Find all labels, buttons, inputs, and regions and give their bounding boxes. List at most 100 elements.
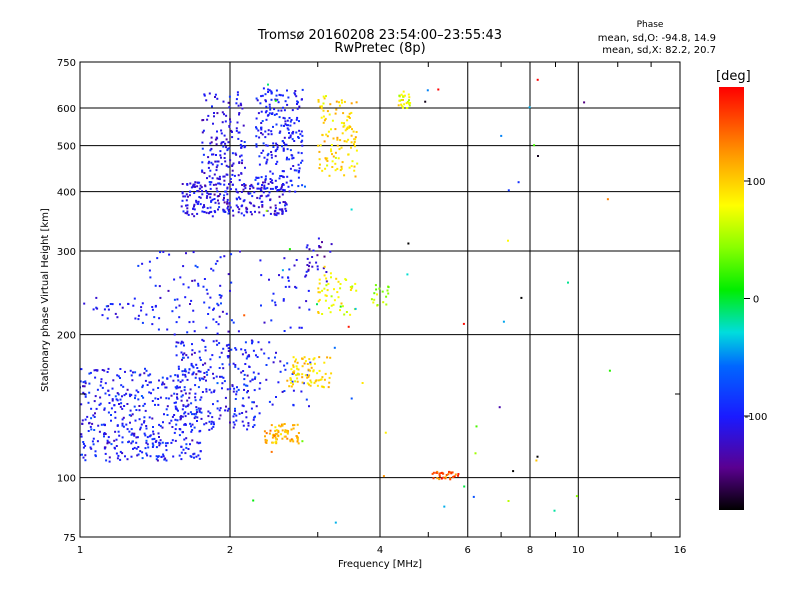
echo-point: [194, 415, 197, 418]
echo-point: [154, 284, 157, 287]
echo-point: [186, 183, 189, 186]
echo-point: [296, 361, 299, 364]
echo-point: [120, 384, 123, 387]
echo-point: [199, 398, 202, 401]
echo-point: [107, 305, 110, 308]
echo-point: [225, 114, 228, 117]
echo-point: [177, 409, 179, 412]
echo-point: [308, 265, 310, 268]
echo-point: [130, 442, 133, 445]
echo-point: [180, 342, 183, 345]
echo-point: [247, 390, 249, 392]
echo-point: [167, 289, 170, 292]
echo-point: [217, 160, 220, 163]
echo-point: [217, 304, 220, 307]
echo-point: [347, 325, 350, 328]
echo-point: [270, 156, 273, 159]
echo-point: [180, 451, 183, 454]
echo-point: [281, 390, 284, 393]
echo-point: [215, 143, 218, 146]
echo-point: [283, 435, 286, 438]
echo-point: [212, 269, 215, 272]
echo-point: [295, 286, 298, 289]
echo-point: [336, 144, 339, 147]
echo-point: [198, 457, 201, 460]
echo-point: [152, 430, 155, 433]
echo-point: [198, 377, 201, 380]
echo-point: [276, 148, 279, 151]
echo-point: [84, 380, 87, 383]
echo-point: [387, 292, 390, 295]
echo-point: [208, 428, 211, 431]
echo-point: [261, 205, 264, 208]
echo-point: [282, 183, 284, 185]
echo-point: [281, 145, 283, 148]
echo-point: [159, 425, 162, 428]
echo-point: [286, 437, 289, 440]
echo-point: [252, 418, 255, 421]
echo-point: [247, 191, 250, 194]
echo-point: [316, 372, 319, 375]
echo-point: [199, 441, 202, 444]
echo-point: [133, 446, 136, 449]
echo-point: [128, 393, 131, 396]
echo-point: [219, 154, 222, 157]
echo-point: [279, 370, 282, 373]
echo-point: [444, 477, 447, 480]
echo-point: [256, 99, 259, 102]
echo-point: [215, 183, 217, 186]
echo-point: [260, 122, 263, 124]
echo-point: [327, 386, 330, 389]
echo-point: [270, 153, 273, 156]
echo-point: [120, 402, 123, 405]
echo-point: [246, 211, 249, 214]
echo-point: [297, 176, 300, 179]
echo-point: [130, 455, 133, 458]
echo-point: [457, 474, 459, 477]
echo-point: [606, 198, 609, 201]
colorbar: [719, 87, 744, 510]
echo-point: [169, 375, 172, 378]
echo-point: [303, 362, 306, 365]
echo-point: [212, 318, 215, 321]
echo-point: [222, 347, 225, 350]
echo-point: [265, 195, 268, 198]
echo-point: [376, 293, 378, 296]
echo-point: [209, 412, 212, 415]
echo-point: [286, 156, 288, 159]
echo-point: [223, 197, 225, 199]
echo-point: [119, 405, 122, 408]
echo-point: [237, 174, 240, 177]
echo-point: [184, 415, 187, 418]
echo-point: [213, 307, 215, 310]
echo-point: [127, 441, 130, 444]
echo-point: [281, 210, 284, 213]
echo-point: [443, 505, 446, 508]
echo-point: [246, 391, 249, 394]
echo-point: [88, 391, 91, 394]
echo-point: [155, 455, 158, 458]
echo-point: [146, 443, 149, 446]
echo-point: [280, 175, 283, 177]
echo-point: [236, 121, 239, 124]
echo-point: [274, 432, 277, 435]
echo-point: [375, 288, 378, 291]
echo-point: [115, 398, 118, 401]
echo-point: [177, 367, 180, 370]
echo-point: [229, 421, 231, 424]
echo-point: [194, 376, 197, 379]
echo-point: [134, 419, 137, 422]
echo-point: [338, 101, 340, 104]
echo-point: [259, 259, 262, 262]
echo-point: [119, 368, 122, 370]
echo-point: [263, 430, 266, 433]
echo-point: [142, 396, 145, 399]
echo-point: [263, 184, 266, 187]
echo-point: [158, 285, 161, 288]
echo-point: [374, 284, 377, 287]
echo-point: [181, 370, 184, 373]
echo-point: [141, 457, 144, 460]
echo-point: [325, 158, 328, 161]
echo-point: [122, 416, 125, 419]
